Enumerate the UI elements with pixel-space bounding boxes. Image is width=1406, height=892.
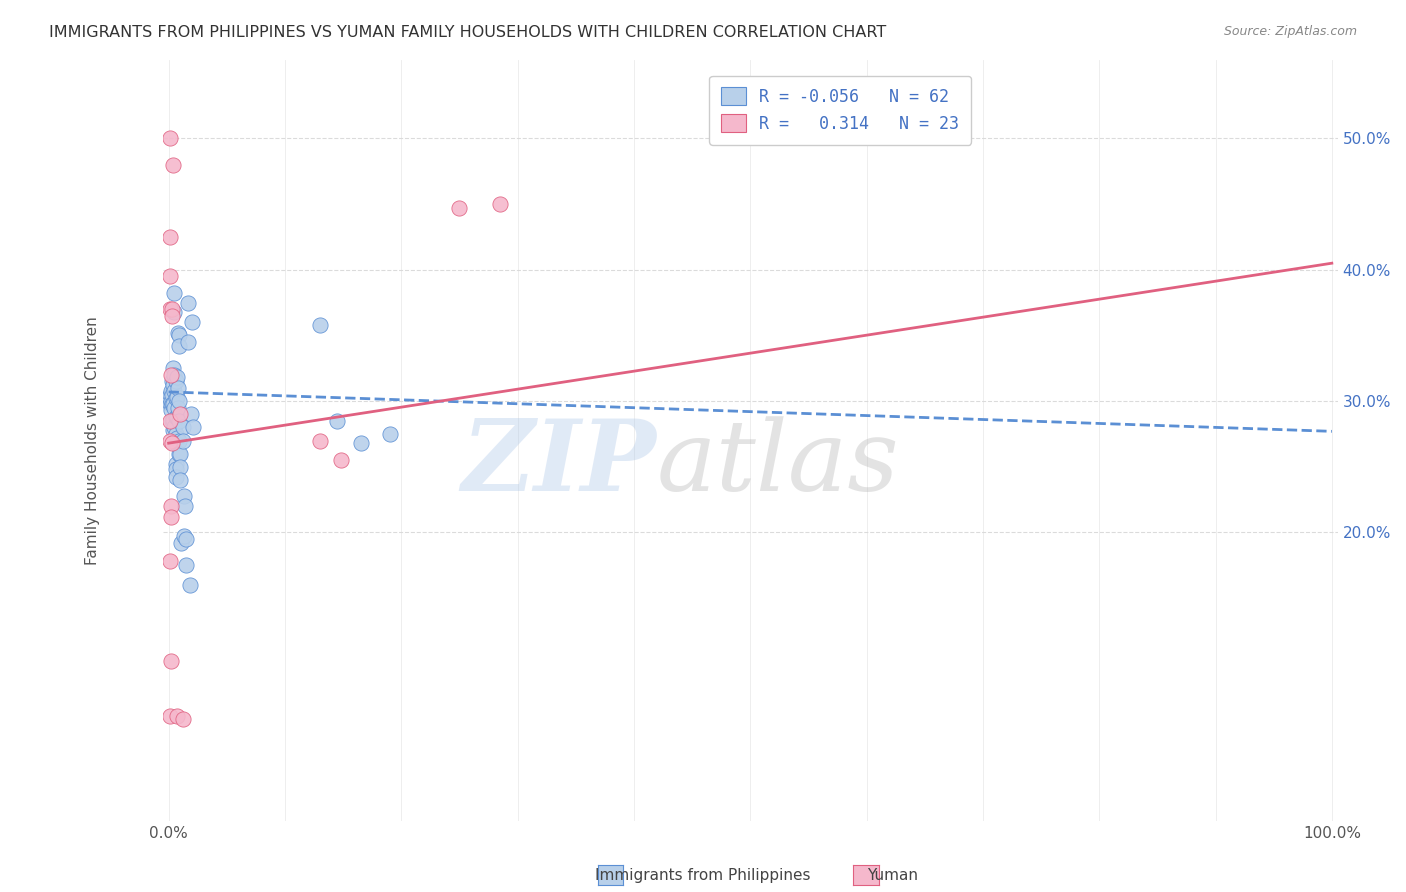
Point xyxy=(163,401,186,415)
Point xyxy=(174,499,197,513)
Point xyxy=(163,384,186,398)
Point xyxy=(180,407,202,421)
Point xyxy=(172,712,194,726)
Point xyxy=(308,434,330,448)
Point xyxy=(162,397,184,411)
Point xyxy=(162,158,184,172)
Point xyxy=(167,339,190,353)
Point xyxy=(159,387,181,401)
Point xyxy=(165,392,187,406)
Point xyxy=(159,434,181,448)
Text: Yuman: Yuman xyxy=(868,869,918,883)
Point xyxy=(165,462,187,476)
Point xyxy=(174,532,197,546)
Text: atlas: atlas xyxy=(657,416,898,511)
Point xyxy=(162,412,184,426)
Point xyxy=(160,368,183,382)
Point xyxy=(166,370,188,384)
Text: Immigrants from Philippines: Immigrants from Philippines xyxy=(595,869,811,883)
Point xyxy=(172,434,194,448)
Point xyxy=(162,378,184,392)
Text: IMMIGRANTS FROM PHILIPPINES VS YUMAN FAMILY HOUSEHOLDS WITH CHILDREN CORRELATION: IMMIGRANTS FROM PHILIPPINES VS YUMAN FAM… xyxy=(49,25,886,40)
Point xyxy=(172,420,194,434)
Text: ZIP: ZIP xyxy=(461,415,657,512)
Point xyxy=(160,384,183,398)
Point xyxy=(165,427,187,442)
Point xyxy=(173,489,195,503)
Point xyxy=(165,436,187,450)
Point xyxy=(179,578,201,592)
Point xyxy=(167,326,190,340)
Point xyxy=(160,387,183,401)
Point xyxy=(167,434,190,448)
Point xyxy=(169,407,191,421)
Point xyxy=(180,315,202,329)
Point xyxy=(167,447,190,461)
Point xyxy=(163,368,186,382)
Point xyxy=(159,414,181,428)
Point xyxy=(489,197,512,211)
Point xyxy=(169,459,191,474)
Point xyxy=(166,390,188,404)
Point xyxy=(166,409,188,424)
Point xyxy=(159,554,181,568)
Point xyxy=(163,305,186,319)
Point xyxy=(174,558,197,573)
Legend: R = -0.056   N = 62, R =   0.314   N = 23: R = -0.056 N = 62, R = 0.314 N = 23 xyxy=(709,76,972,145)
Point xyxy=(167,381,190,395)
Point xyxy=(170,536,193,550)
Point xyxy=(159,230,181,244)
Point xyxy=(173,529,195,543)
Point xyxy=(181,420,204,434)
Point xyxy=(177,334,200,349)
Point xyxy=(160,397,183,411)
Point xyxy=(378,427,401,442)
Point xyxy=(159,302,181,317)
Point xyxy=(167,401,190,415)
Point xyxy=(160,309,183,323)
Point xyxy=(160,414,183,428)
Y-axis label: Family Households with Children: Family Households with Children xyxy=(86,316,100,565)
Point xyxy=(159,709,181,723)
Point xyxy=(160,654,183,668)
Point xyxy=(177,295,200,310)
Point xyxy=(162,423,184,437)
Point xyxy=(169,473,191,487)
Point xyxy=(165,375,187,389)
Point xyxy=(169,447,191,461)
Point xyxy=(165,457,187,471)
Point xyxy=(167,328,190,343)
Point xyxy=(167,414,190,428)
Point xyxy=(160,394,183,409)
Point xyxy=(349,436,371,450)
Point xyxy=(308,318,330,332)
Point xyxy=(329,453,352,467)
Point xyxy=(160,375,183,389)
Point xyxy=(449,201,471,215)
Point xyxy=(159,397,181,411)
Point xyxy=(165,470,187,484)
Point xyxy=(160,499,183,513)
Point xyxy=(160,436,183,450)
Point xyxy=(159,269,181,284)
Point xyxy=(162,361,184,376)
Point xyxy=(160,302,183,317)
Point xyxy=(163,420,186,434)
Point xyxy=(163,286,186,301)
Point xyxy=(167,394,190,409)
Point xyxy=(165,409,187,424)
Point xyxy=(159,131,181,145)
Point xyxy=(326,414,349,428)
Point xyxy=(160,509,183,524)
Point xyxy=(166,709,188,723)
Point xyxy=(166,431,188,445)
Point xyxy=(160,403,183,417)
Text: Source: ZipAtlas.com: Source: ZipAtlas.com xyxy=(1223,25,1357,38)
